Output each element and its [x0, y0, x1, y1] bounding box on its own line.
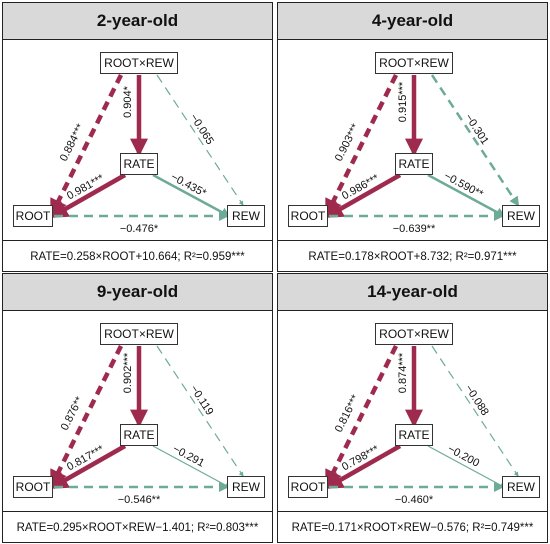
panel-2-year-old: 2-year-old 0.884*** 0.904* −0.065 0.981*** −0…	[2, 2, 273, 272]
panel-9-year-old: 9-year-old 0.876** 0.902*** −0.119 0.817*** −…	[2, 273, 273, 543]
node-center: RATE	[395, 424, 433, 446]
path-center-left	[49, 173, 127, 218]
path-coefficient-top-center: 0.874***	[397, 352, 409, 393]
path-coefficient-top-center: 0.902***	[122, 352, 134, 393]
panel-title: 9-year-old	[3, 274, 272, 311]
path-coefficient-left-right: −0.476*	[120, 223, 159, 235]
path-center-right	[427, 445, 505, 488]
node-top: ROOT×REW	[375, 52, 453, 74]
node-right: REW	[502, 205, 540, 227]
path-diagram: 0.876** 0.902*** −0.119 0.817*** −0.291 −0.54…	[3, 311, 272, 512]
node-top: ROOT×REW	[375, 323, 453, 345]
path-coefficient-top-center: 0.915***	[397, 81, 409, 122]
path-top-right	[430, 74, 520, 207]
path-top-left	[324, 344, 399, 489]
panel-14-year-old: 14-year-old 0.816*** 0.874*** −0.088 0.798**…	[277, 273, 548, 543]
path-center-left	[49, 444, 127, 489]
node-left: ROOT	[13, 205, 53, 227]
path-center-left	[324, 173, 402, 218]
path-center-left	[324, 444, 402, 489]
node-top: ROOT×REW	[100, 323, 178, 345]
path-top-left	[324, 73, 399, 218]
path-top-left	[49, 344, 124, 489]
node-center: RATE	[395, 153, 433, 175]
node-right: REW	[502, 476, 540, 498]
panel-title: 14-year-old	[278, 274, 547, 311]
path-diagram: 0.903*** 0.915*** −0.301 0.986*** −0.590** −0…	[278, 40, 547, 241]
regression-equation: RATE=0.171×ROOT×REW−0.576; R²=0.749***	[291, 522, 534, 534]
node-left: ROOT	[288, 476, 328, 498]
path-top-right	[431, 345, 519, 477]
panel-title: 4-year-old	[278, 3, 547, 40]
path-diagram: 0.816*** 0.874*** −0.088 0.798*** −0.200 −0.4…	[278, 311, 547, 512]
regression-equation: RATE=0.295×ROOT×REW−1.401; R²=0.803***	[16, 522, 259, 534]
panel-4-year-old: 4-year-old 0.903*** 0.915*** −0.301 0.986***…	[277, 2, 548, 272]
path-top-right	[156, 74, 244, 206]
path-top-left	[49, 73, 124, 218]
path-center-right	[427, 173, 506, 218]
path-center-right	[152, 445, 230, 488]
node-center: RATE	[120, 424, 158, 446]
path-diagram: 0.884*** 0.904* −0.065 0.981*** −0.435* −0.47…	[3, 40, 272, 241]
regression-equation: RATE=0.178×ROOT+8.732; R²=0.971***	[308, 251, 517, 263]
panel-title: 2-year-old	[3, 3, 272, 40]
path-top-right	[156, 345, 244, 477]
path-coefficient-left-right: −0.460*	[395, 494, 434, 506]
regression-equation: RATE=0.258×ROOT+10.664; R²=0.959***	[30, 251, 245, 263]
path-center-right	[152, 173, 231, 218]
node-left: ROOT	[288, 205, 328, 227]
node-center: RATE	[120, 153, 158, 175]
path-coefficient-left-right: −0.546**	[118, 494, 161, 506]
node-left: ROOT	[13, 476, 53, 498]
path-coefficient-left-right: −0.639**	[393, 223, 436, 235]
node-top: ROOT×REW	[100, 52, 178, 74]
path-coefficient-top-left: 0.876**	[59, 394, 86, 432]
node-right: REW	[227, 476, 265, 498]
path-coefficient-top-center: 0.904*	[122, 85, 134, 118]
node-right: REW	[227, 205, 265, 227]
